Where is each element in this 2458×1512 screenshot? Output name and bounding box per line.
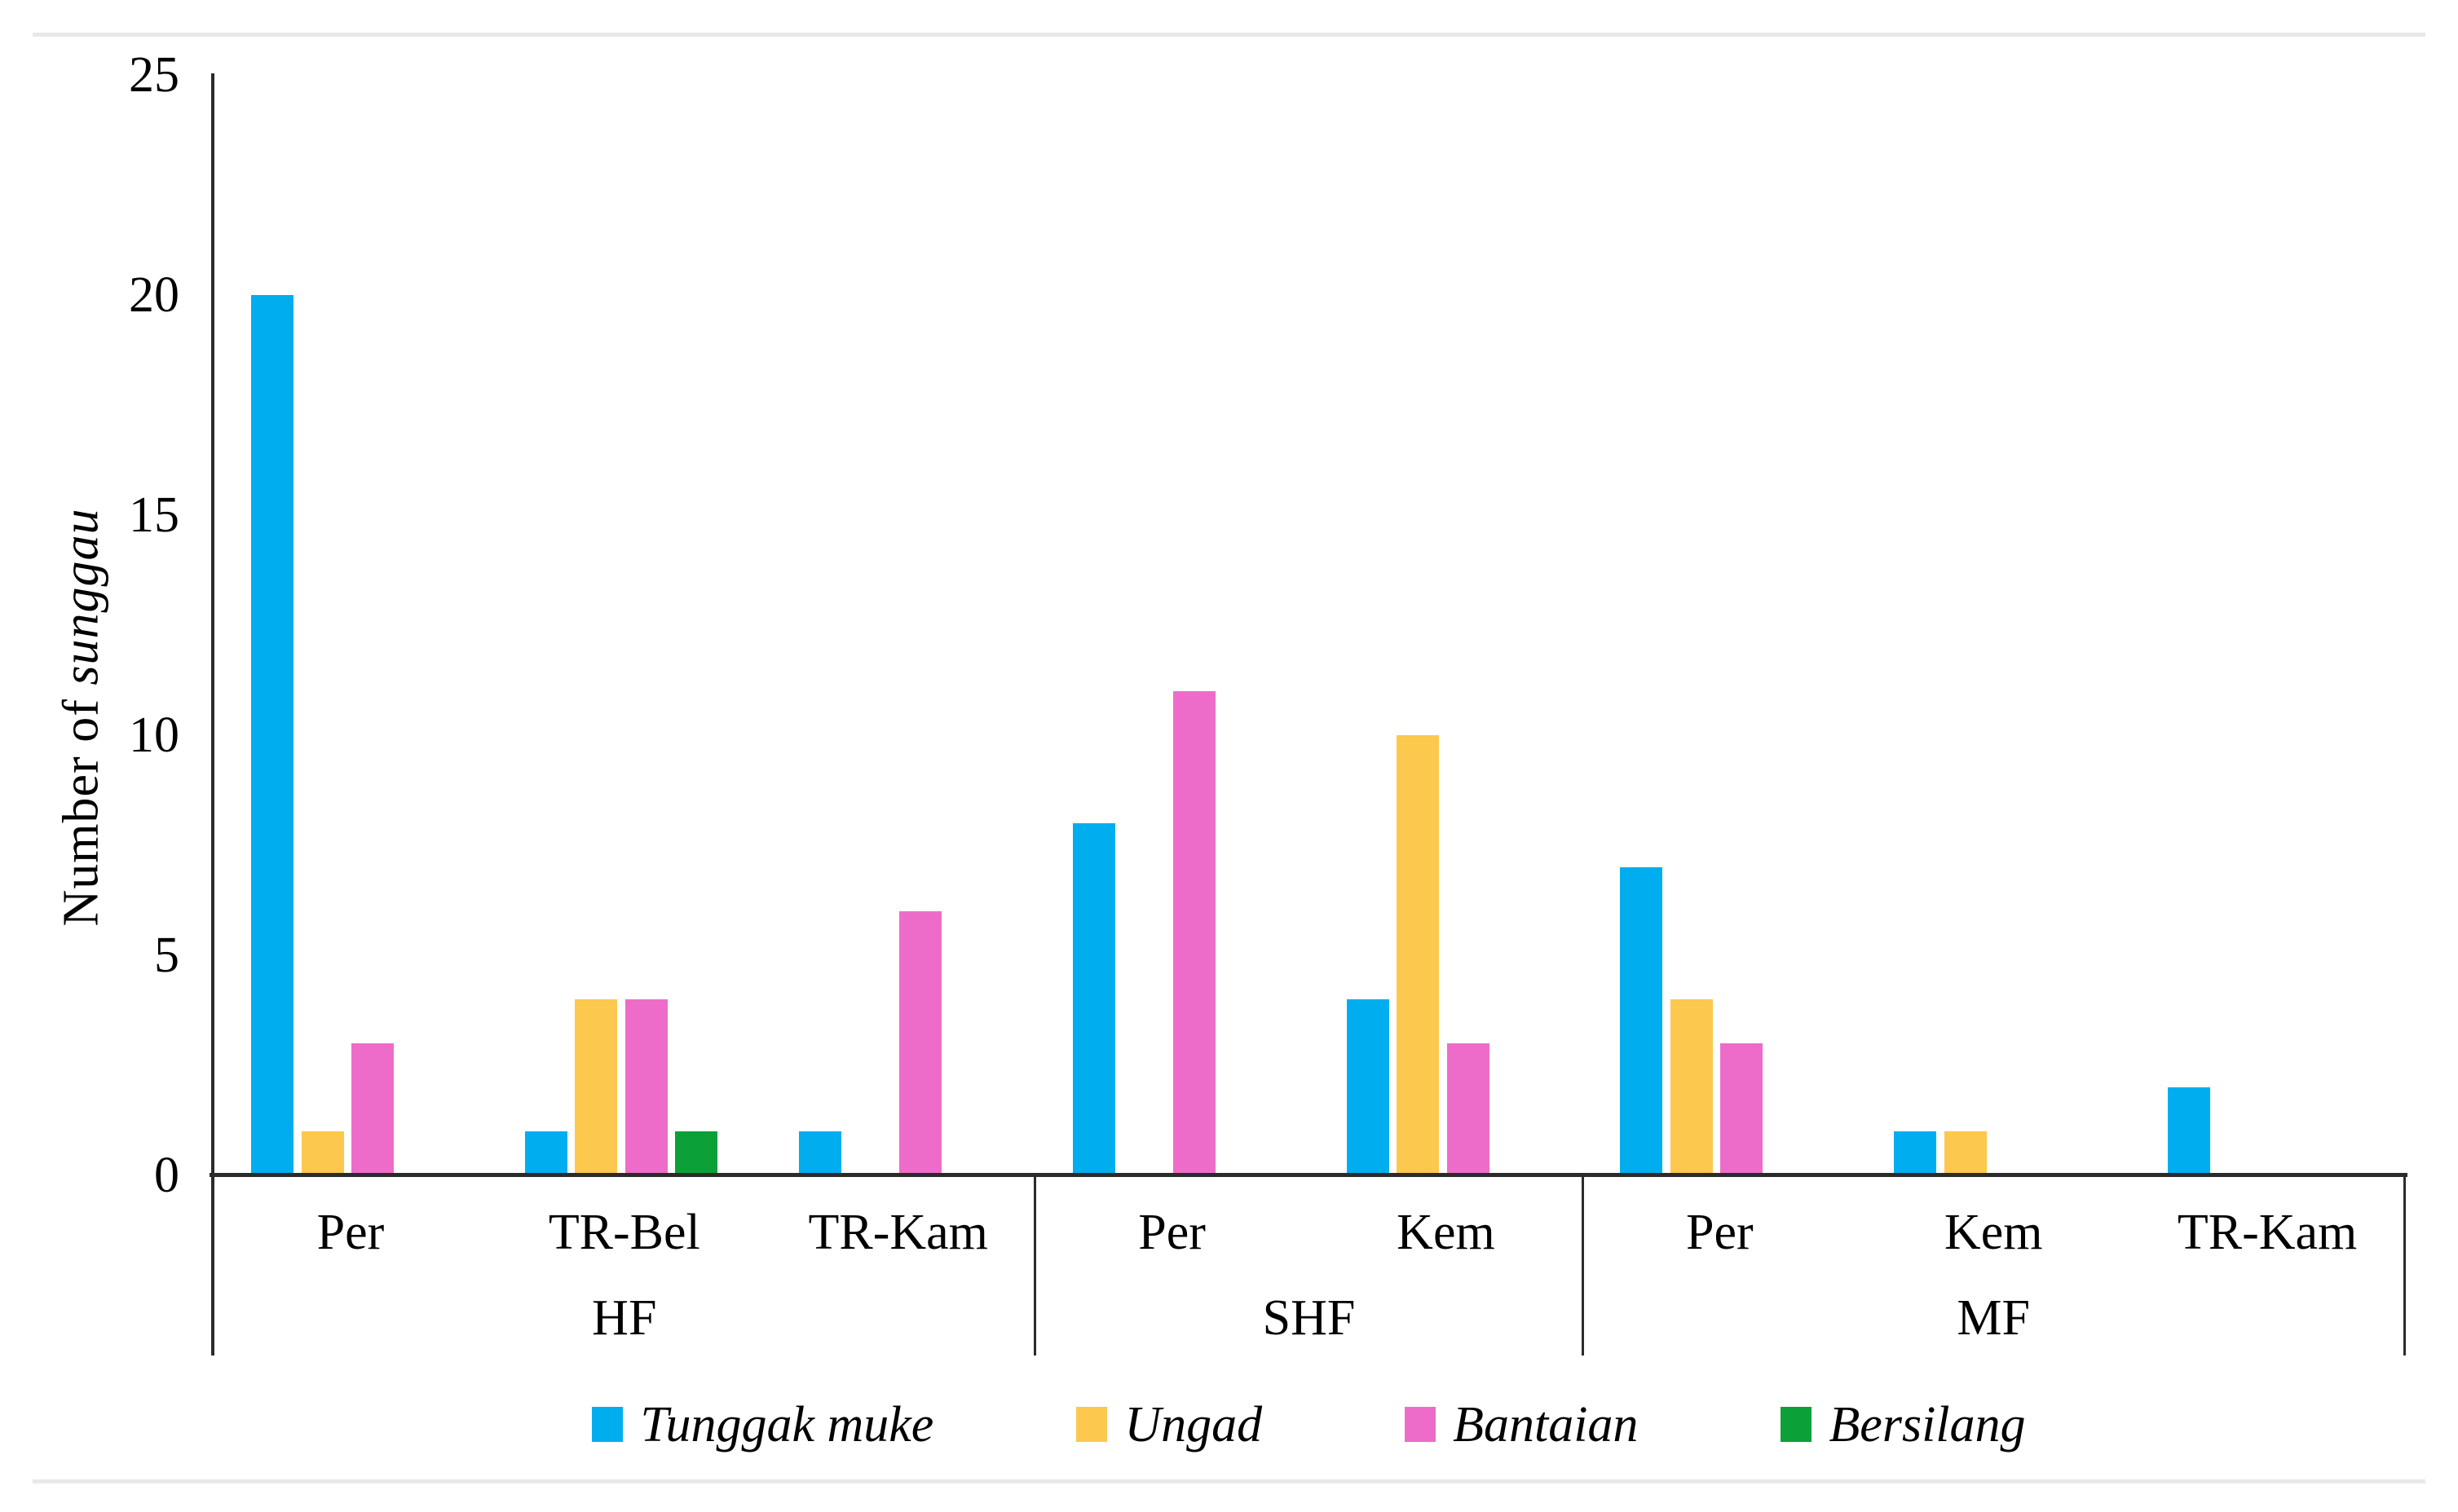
group-label-hf: HF <box>592 1290 657 1346</box>
legend-item-bersilang: Bersilang <box>1781 1396 2026 1452</box>
group-separator <box>2403 1175 2406 1356</box>
y-tick-label: 0 <box>154 1148 179 1203</box>
bar-tunggak-muke-per <box>1072 823 1115 1175</box>
bottom-divider <box>33 1479 2425 1483</box>
y-tick-label: 20 <box>129 267 179 323</box>
bar-ungad-per <box>301 1131 344 1175</box>
bar-tunggak-muke-tr-kam <box>2168 1087 2211 1175</box>
y-axis-line <box>211 73 214 1356</box>
group-separator <box>1034 1175 1037 1356</box>
bar-ungad-per <box>1670 999 1713 1175</box>
x-axis-line <box>210 1173 2407 1177</box>
bar-tunggak-muke-per <box>1620 867 1663 1175</box>
y-tick-label: 25 <box>129 47 179 103</box>
category-label-tr-kam: TR-Kam <box>2177 1205 2358 1260</box>
category-label-kem: Kem <box>1944 1205 2043 1260</box>
bar-ungad-kem <box>1944 1131 1987 1175</box>
category-label-per: Per <box>1138 1205 1206 1260</box>
bar-tunggak-muke-kem <box>1894 1131 1937 1175</box>
y-tick-label: 10 <box>129 708 179 763</box>
bar-bantaian-kem <box>1446 1043 1489 1175</box>
legend-item-tunggak-muke: Tunggak muke <box>592 1400 933 1450</box>
bar-bantaian-per <box>351 1043 394 1175</box>
bar-bersilang-tr-bel <box>675 1131 718 1175</box>
bar-tunggak-muke-kem <box>1346 999 1389 1175</box>
legend: Tunggak muke Ungad Bantaian Bersilang <box>214 1386 2404 1463</box>
group-separator <box>1581 1175 1584 1356</box>
legend-swatch-icon <box>1781 1407 1812 1442</box>
top-divider <box>33 33 2425 37</box>
group-label-shf: SHF <box>1262 1290 1356 1346</box>
legend-item-bantaian: Bantaian <box>1405 1400 1638 1450</box>
category-label-kem: Kem <box>1397 1205 1495 1260</box>
legend-item-ungad: Ungad <box>1076 1400 1262 1450</box>
legend-swatch-icon <box>1076 1407 1108 1442</box>
group-label-mf: MF <box>1957 1290 2030 1346</box>
legend-label: Bantaian <box>1453 1396 1639 1452</box>
bar-tunggak-muke-tr-kam <box>798 1131 841 1175</box>
bar-bantaian-tr-bel <box>624 999 668 1175</box>
bar-ungad-tr-bel <box>575 999 618 1175</box>
category-label-tr-bel: TR-Bel <box>548 1205 700 1260</box>
legend-label: Bersilang <box>1829 1396 2026 1452</box>
bar-tunggak-muke-per <box>251 295 293 1175</box>
category-label-per: Per <box>1685 1205 1754 1260</box>
bar-ungad-kem <box>1397 735 1439 1175</box>
category-label-per: Per <box>316 1205 385 1260</box>
bar-bantaian-tr-kam <box>898 911 942 1175</box>
legend-swatch-icon <box>592 1407 624 1442</box>
legend-label: Tunggak muke <box>640 1396 934 1452</box>
bar-tunggak-muke-tr-bel <box>524 1131 567 1175</box>
legend-label: Ungad <box>1124 1396 1263 1452</box>
legend-swatch-icon <box>1405 1407 1436 1442</box>
bar-bantaian-per <box>1172 691 1216 1175</box>
category-label-tr-kam: TR-Kam <box>808 1205 988 1260</box>
y-tick-label: 5 <box>154 928 179 983</box>
y-tick-label: 15 <box>129 487 179 543</box>
bar-bantaian-per <box>1720 1043 1763 1175</box>
